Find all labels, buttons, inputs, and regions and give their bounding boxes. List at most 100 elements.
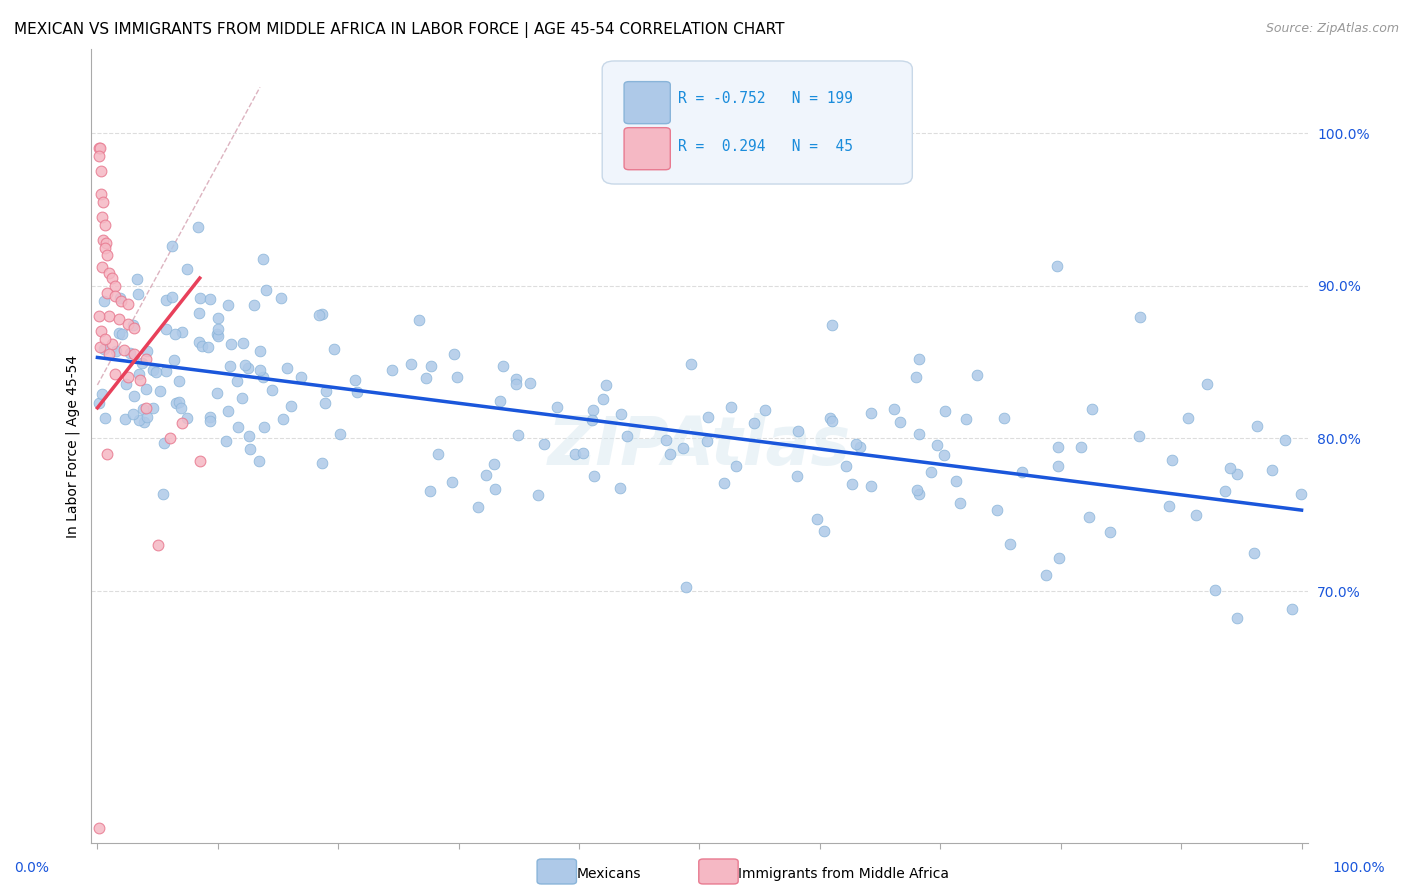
Point bbox=[581, 413, 603, 427]
Point bbox=[1219, 460, 1241, 475]
Point bbox=[170, 401, 193, 416]
Point bbox=[1226, 611, 1249, 625]
Point bbox=[98, 347, 121, 361]
Point bbox=[167, 394, 190, 409]
Point bbox=[142, 363, 165, 377]
Point bbox=[311, 456, 333, 470]
Point bbox=[122, 389, 145, 403]
Point bbox=[1070, 440, 1092, 454]
Point bbox=[1281, 602, 1303, 616]
Point bbox=[905, 370, 928, 384]
Point bbox=[582, 403, 605, 417]
Point bbox=[845, 437, 868, 451]
Point bbox=[91, 210, 114, 224]
Point bbox=[117, 297, 139, 311]
Point bbox=[786, 468, 808, 483]
Point bbox=[94, 235, 117, 250]
Point bbox=[1204, 582, 1226, 597]
Point bbox=[506, 428, 529, 442]
Point bbox=[276, 360, 298, 375]
Point bbox=[176, 261, 198, 276]
Point bbox=[1081, 402, 1104, 417]
Text: 100.0%: 100.0% bbox=[1333, 862, 1385, 875]
Point bbox=[920, 465, 942, 479]
Point bbox=[1128, 429, 1150, 443]
Point bbox=[859, 478, 882, 492]
Point bbox=[159, 431, 181, 445]
Point bbox=[254, 284, 277, 298]
Point bbox=[1035, 567, 1057, 582]
Point bbox=[226, 420, 249, 434]
Point bbox=[786, 424, 808, 438]
Point bbox=[314, 396, 336, 410]
Point bbox=[848, 440, 870, 454]
Point bbox=[925, 438, 948, 452]
Text: R = -0.752   N = 199: R = -0.752 N = 199 bbox=[678, 91, 852, 106]
Point bbox=[905, 483, 928, 498]
Point bbox=[104, 368, 127, 382]
Point bbox=[966, 368, 988, 382]
Point bbox=[1078, 510, 1101, 524]
Point bbox=[91, 387, 114, 401]
Point bbox=[908, 351, 931, 366]
Point bbox=[89, 340, 111, 354]
Point bbox=[198, 410, 221, 425]
Point bbox=[188, 291, 211, 305]
Point bbox=[101, 271, 124, 285]
Point bbox=[446, 370, 468, 384]
Point bbox=[908, 427, 931, 442]
Point bbox=[217, 404, 239, 418]
Point bbox=[200, 292, 222, 306]
Point bbox=[218, 359, 240, 373]
Point bbox=[290, 369, 312, 384]
Point bbox=[142, 401, 165, 416]
Point bbox=[93, 293, 115, 308]
Point bbox=[93, 194, 115, 209]
Point bbox=[121, 318, 143, 332]
Point bbox=[198, 414, 221, 428]
Point bbox=[187, 334, 209, 349]
Point bbox=[232, 335, 254, 350]
Point bbox=[110, 291, 132, 305]
Point bbox=[595, 378, 617, 392]
Point bbox=[609, 407, 631, 421]
Point bbox=[1161, 453, 1184, 467]
Point bbox=[87, 141, 110, 155]
Point bbox=[592, 392, 614, 407]
Point bbox=[546, 400, 568, 414]
Point bbox=[136, 410, 159, 425]
Point bbox=[249, 363, 271, 377]
Point bbox=[408, 313, 430, 327]
Point bbox=[821, 413, 844, 427]
Point bbox=[443, 347, 465, 361]
Point bbox=[1195, 377, 1218, 392]
Point bbox=[207, 322, 229, 336]
Text: Source: ZipAtlas.com: Source: ZipAtlas.com bbox=[1265, 22, 1399, 36]
Point bbox=[135, 344, 157, 359]
Point bbox=[484, 483, 506, 497]
Point bbox=[243, 298, 266, 312]
Point bbox=[93, 332, 115, 346]
Point bbox=[482, 458, 505, 472]
Point bbox=[127, 271, 149, 285]
Point bbox=[527, 488, 550, 502]
Point bbox=[205, 326, 228, 341]
Point bbox=[93, 240, 115, 255]
Point bbox=[96, 447, 118, 461]
Point bbox=[114, 411, 136, 425]
Point bbox=[135, 351, 157, 366]
Point bbox=[191, 339, 214, 353]
Point bbox=[188, 454, 211, 468]
Point bbox=[835, 459, 858, 474]
FancyBboxPatch shape bbox=[602, 61, 912, 184]
Point bbox=[93, 218, 115, 232]
Point bbox=[658, 447, 681, 461]
Point bbox=[207, 311, 229, 326]
Point bbox=[98, 310, 121, 324]
Point bbox=[419, 483, 441, 498]
Point bbox=[315, 384, 337, 399]
Point bbox=[1226, 467, 1249, 482]
Point bbox=[217, 297, 239, 311]
Point bbox=[949, 496, 972, 510]
Point bbox=[108, 326, 131, 340]
